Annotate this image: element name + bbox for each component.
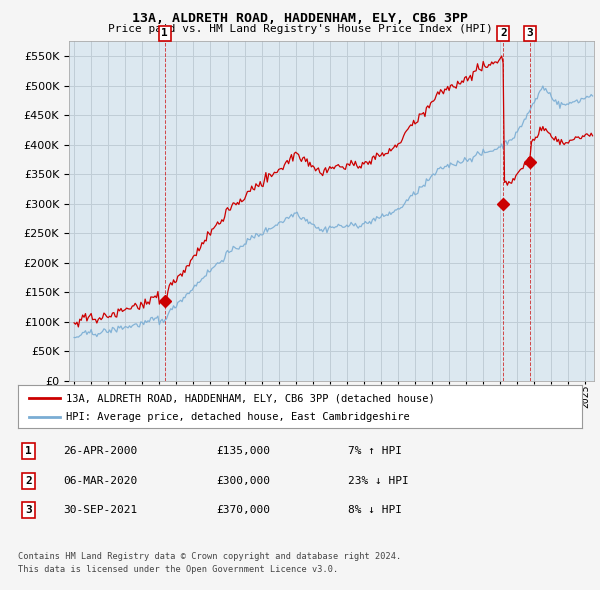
Text: 1: 1 (25, 447, 32, 456)
Text: 3: 3 (25, 506, 32, 515)
Text: 23% ↓ HPI: 23% ↓ HPI (348, 476, 409, 486)
Text: £300,000: £300,000 (216, 476, 270, 486)
Text: 2: 2 (25, 476, 32, 486)
Text: 7% ↑ HPI: 7% ↑ HPI (348, 447, 402, 456)
Text: 8% ↓ HPI: 8% ↓ HPI (348, 506, 402, 515)
Text: 26-APR-2000: 26-APR-2000 (63, 447, 137, 456)
Text: 1: 1 (161, 28, 168, 38)
Text: 06-MAR-2020: 06-MAR-2020 (63, 476, 137, 486)
Text: HPI: Average price, detached house, East Cambridgeshire: HPI: Average price, detached house, East… (66, 412, 410, 422)
Text: 30-SEP-2021: 30-SEP-2021 (63, 506, 137, 515)
Text: Contains HM Land Registry data © Crown copyright and database right 2024.: Contains HM Land Registry data © Crown c… (18, 552, 401, 560)
Text: This data is licensed under the Open Government Licence v3.0.: This data is licensed under the Open Gov… (18, 565, 338, 573)
Text: £370,000: £370,000 (216, 506, 270, 515)
Text: 13A, ALDRETH ROAD, HADDENHAM, ELY, CB6 3PP (detached house): 13A, ALDRETH ROAD, HADDENHAM, ELY, CB6 3… (66, 393, 434, 403)
Text: 13A, ALDRETH ROAD, HADDENHAM, ELY, CB6 3PP: 13A, ALDRETH ROAD, HADDENHAM, ELY, CB6 3… (132, 12, 468, 25)
Text: 3: 3 (527, 28, 533, 38)
Text: Price paid vs. HM Land Registry's House Price Index (HPI): Price paid vs. HM Land Registry's House … (107, 24, 493, 34)
Text: 2: 2 (500, 28, 506, 38)
Text: £135,000: £135,000 (216, 447, 270, 456)
